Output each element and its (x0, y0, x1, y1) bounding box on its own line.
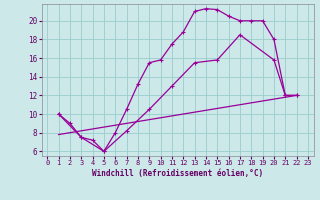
X-axis label: Windchill (Refroidissement éolien,°C): Windchill (Refroidissement éolien,°C) (92, 169, 263, 178)
